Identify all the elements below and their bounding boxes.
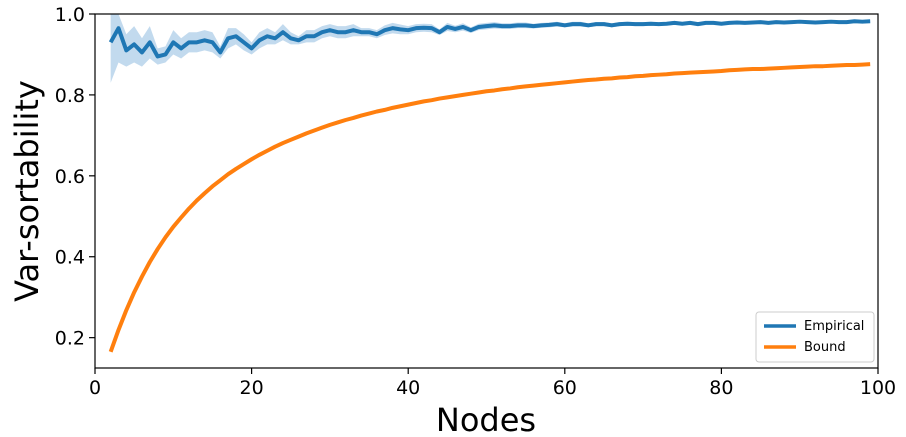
y-axis-title: Var-sortability: [8, 80, 46, 302]
axis-ticks: 0 20 40 60 80 100 0.2 0.4 0.6 0.8 1.0: [55, 4, 896, 399]
x-tick-label: 40: [396, 377, 420, 399]
x-tick-label: 0: [89, 377, 101, 399]
y-tick-label: 0.8: [55, 85, 85, 107]
x-tick-label: 20: [240, 377, 264, 399]
empirical-line: [108, 19, 871, 59]
x-tick-label: 60: [553, 377, 577, 399]
legend: Empirical Bound: [755, 311, 875, 363]
y-tick-label: 0.6: [55, 166, 85, 188]
plot-frame: [94, 13, 879, 369]
legend-label-empirical: Empirical: [804, 319, 864, 334]
y-tick-label: 0.2: [55, 328, 85, 350]
x-tick-label: 100: [860, 377, 896, 399]
plot-area: [108, 14, 871, 353]
y-tick-label: 1.0: [55, 4, 85, 26]
y-tick-label: 0.4: [55, 247, 85, 269]
x-axis-title: Nodes: [436, 401, 536, 437]
x-tick-label: 80: [709, 377, 733, 399]
legend-label-bound: Bound: [804, 340, 846, 355]
bound-line: [108, 62, 871, 353]
